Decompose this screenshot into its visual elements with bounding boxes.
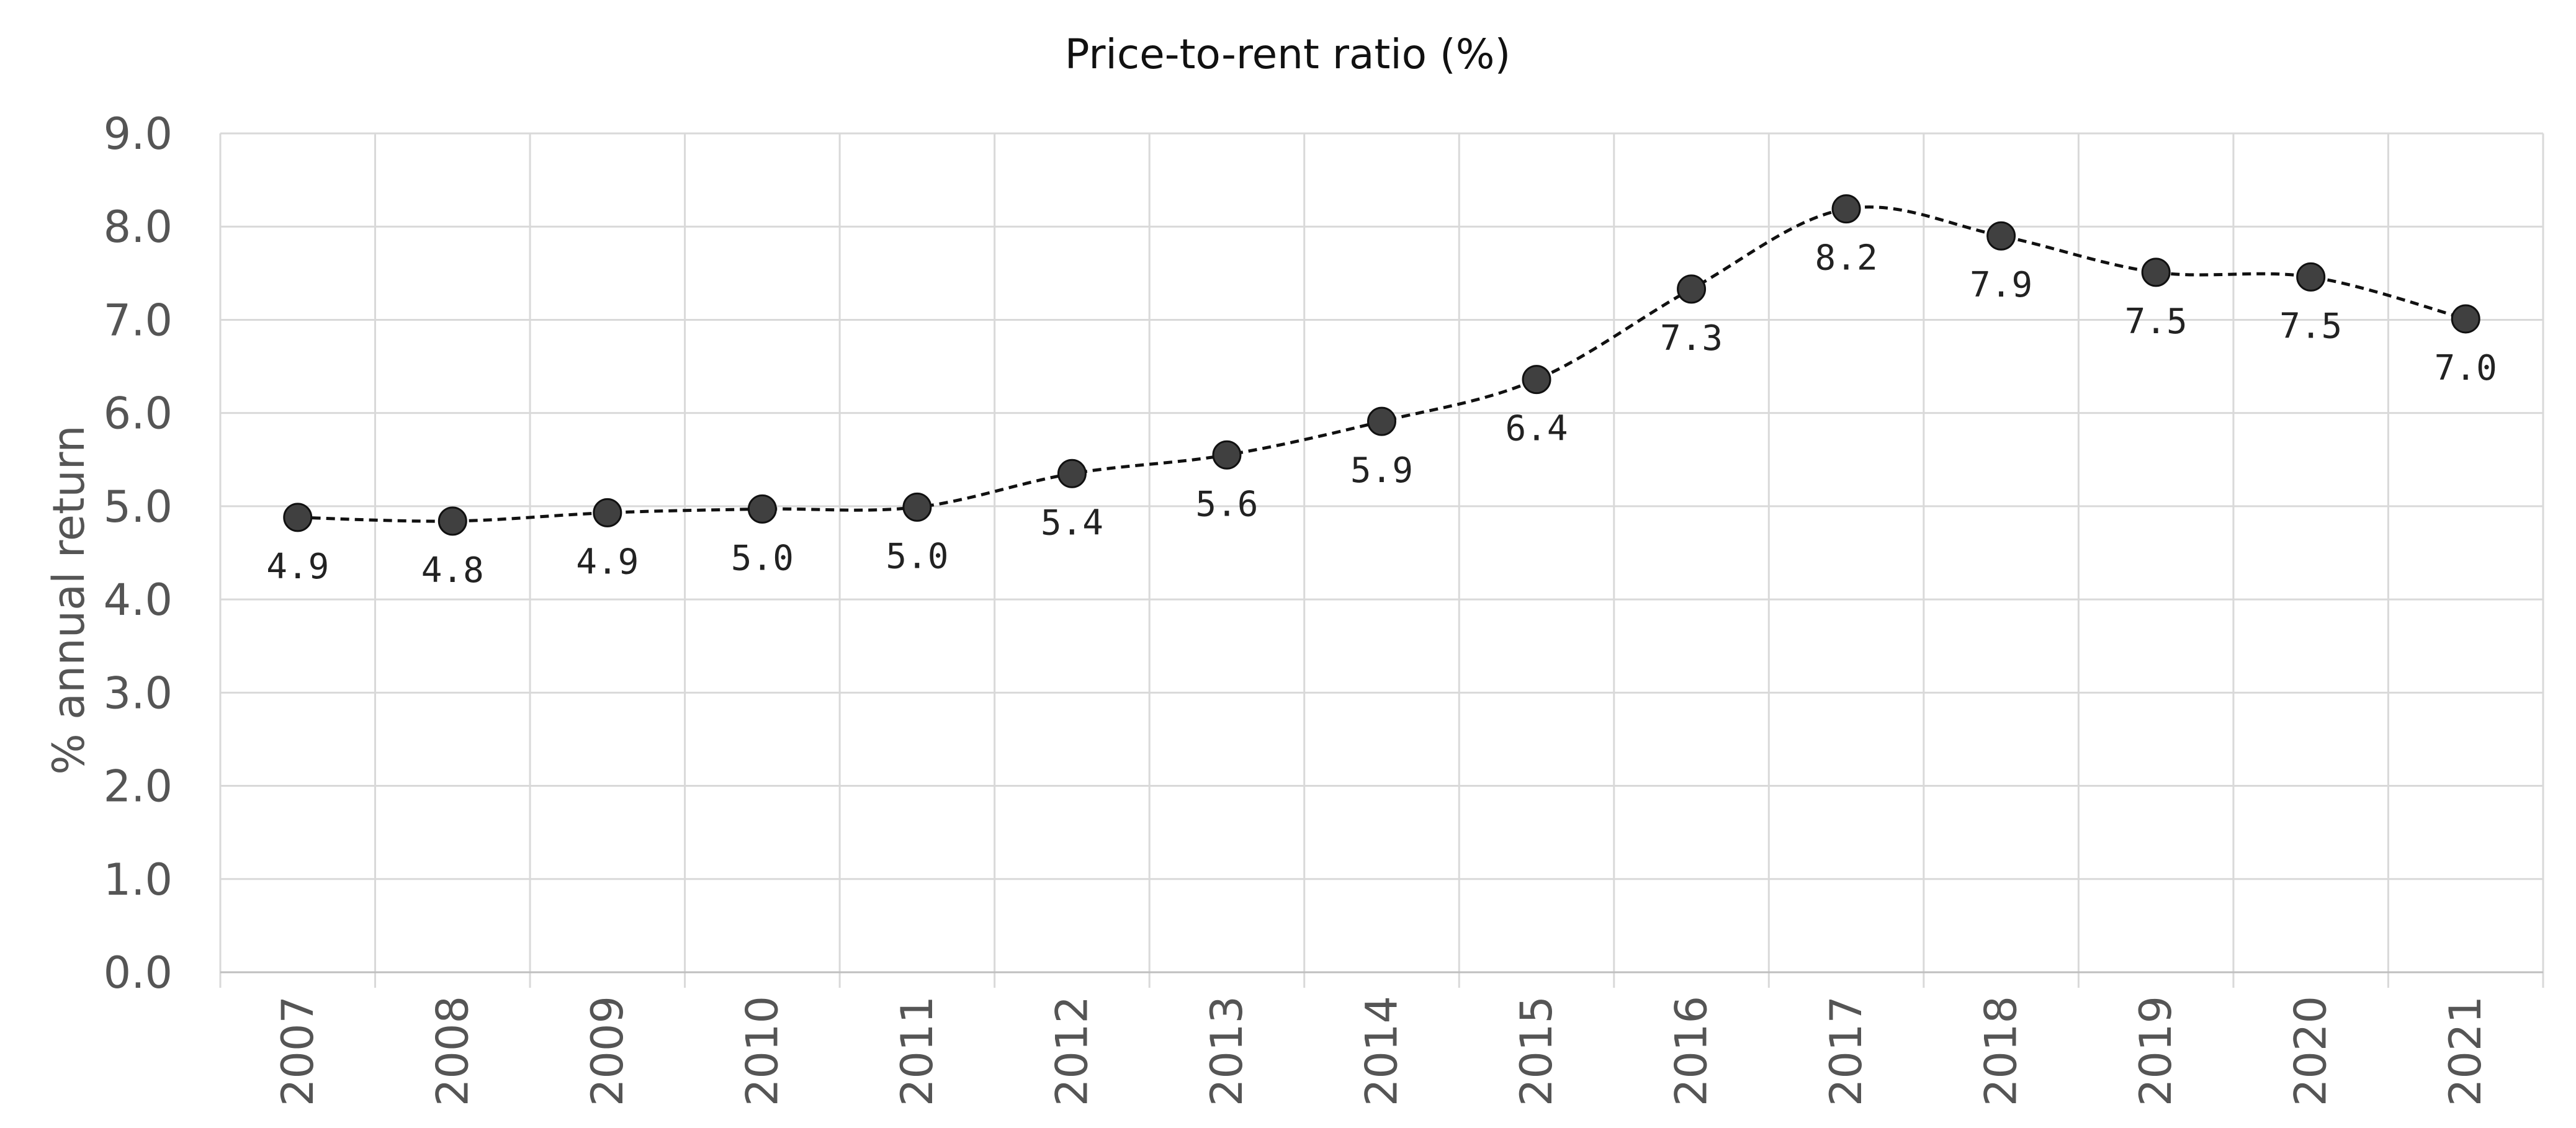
y-tick-label: 3.0 [104,668,173,718]
x-tick-label: 2007 [272,996,323,1106]
data-label: 4.9 [266,547,329,587]
x-axis: 2007 2008 2009 2010 2011 2012 2013 2014 2015 2016… [220,971,2543,1106]
data-label: 7.9 [1970,265,2032,305]
y-tick-label: 0.0 [104,947,173,998]
grid-layer [219,132,2544,988]
y-tick-label: 4.0 [104,575,173,625]
data-label: 7.3 [1660,318,1723,359]
data-point [593,498,622,527]
data-label: 7.5 [2125,302,2188,342]
x-tick-label: 2020 [2286,996,2336,1106]
x-tick-label: 2017 [1821,996,1872,1106]
data-point [1367,406,1396,436]
data-point [2296,262,2326,292]
x-tick-label: 2021 [2440,996,2491,1106]
data-label: 5.0 [886,536,948,576]
data-label: 4.9 [576,542,639,582]
data-point [902,492,932,522]
data-point [438,506,467,536]
data-label: 5.4 [1041,503,1103,543]
y-tick-label: 1.0 [104,854,173,905]
data-label: 5.9 [1350,450,1413,491]
data-point [747,494,777,524]
series-line [297,205,2466,523]
y-tick-label: 5.0 [104,481,173,532]
data-point [2141,257,2171,287]
data-point [1831,194,1861,224]
chart-title: Price-to-rent ratio (%) [1065,30,1510,78]
x-tick-label: 2010 [737,996,788,1106]
x-tick-label: 2011 [892,996,943,1106]
y-tick-label: 2.0 [104,761,173,812]
y-axis: 0.0 1.0 2.0 3.0 4.0 5.0 6.0 7.0 8.0 9.0 [104,109,173,998]
data-label: 7.5 [2279,306,2342,346]
data-label: 5.0 [731,538,794,578]
x-tick-label: 2014 [1357,996,1407,1106]
x-tick-label: 2009 [582,996,633,1106]
x-tick-label: 2016 [1666,996,1717,1106]
x-tick-label: 2015 [1511,996,1562,1106]
series-layer: 4.9 4.8 4.9 5.0 5.0 5.4 5.6 5.9 6.4 7.3 8.2 7.9 7.5 7… [266,194,2497,591]
data-label: 7.0 [2435,348,2497,388]
data-label: 5.6 [1195,484,1258,524]
data-point [2451,304,2480,334]
y-axis-label: % annual return [43,425,94,774]
data-point [1057,459,1087,488]
data-point [1986,221,2016,251]
x-tick-label: 2012 [1046,996,1097,1106]
y-tick-label: 7.0 [104,295,173,346]
x-tick-label: 2008 [427,996,478,1106]
y-tick-label: 8.0 [104,202,173,253]
x-tick-label: 2019 [2130,996,2181,1106]
data-point [283,503,313,532]
data-label: 4.8 [421,550,484,591]
x-tick-label: 2013 [1201,996,1252,1106]
y-tick-label: 6.0 [104,388,173,439]
data-point [1677,274,1707,304]
data-label: 8.2 [1815,238,1878,279]
x-tick-label: 2018 [1976,996,2027,1106]
y-tick-label: 9.0 [104,109,173,159]
data-point [1212,440,1242,470]
data-label: 6.4 [1505,409,1568,449]
data-point [1522,365,1551,395]
